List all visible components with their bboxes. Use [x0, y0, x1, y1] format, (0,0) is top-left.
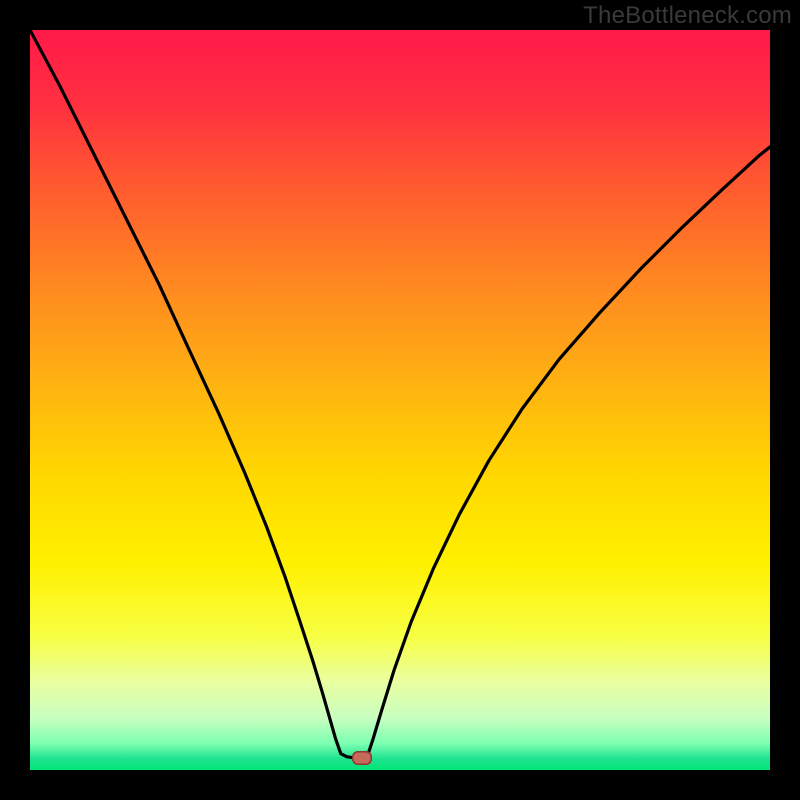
minimum-marker: [352, 751, 372, 765]
root: TheBottleneck.com: [0, 0, 800, 800]
v-curve: [30, 30, 770, 770]
curve-path: [30, 30, 770, 758]
plot-area: [30, 30, 770, 770]
watermark-text: TheBottleneck.com: [583, 2, 792, 30]
